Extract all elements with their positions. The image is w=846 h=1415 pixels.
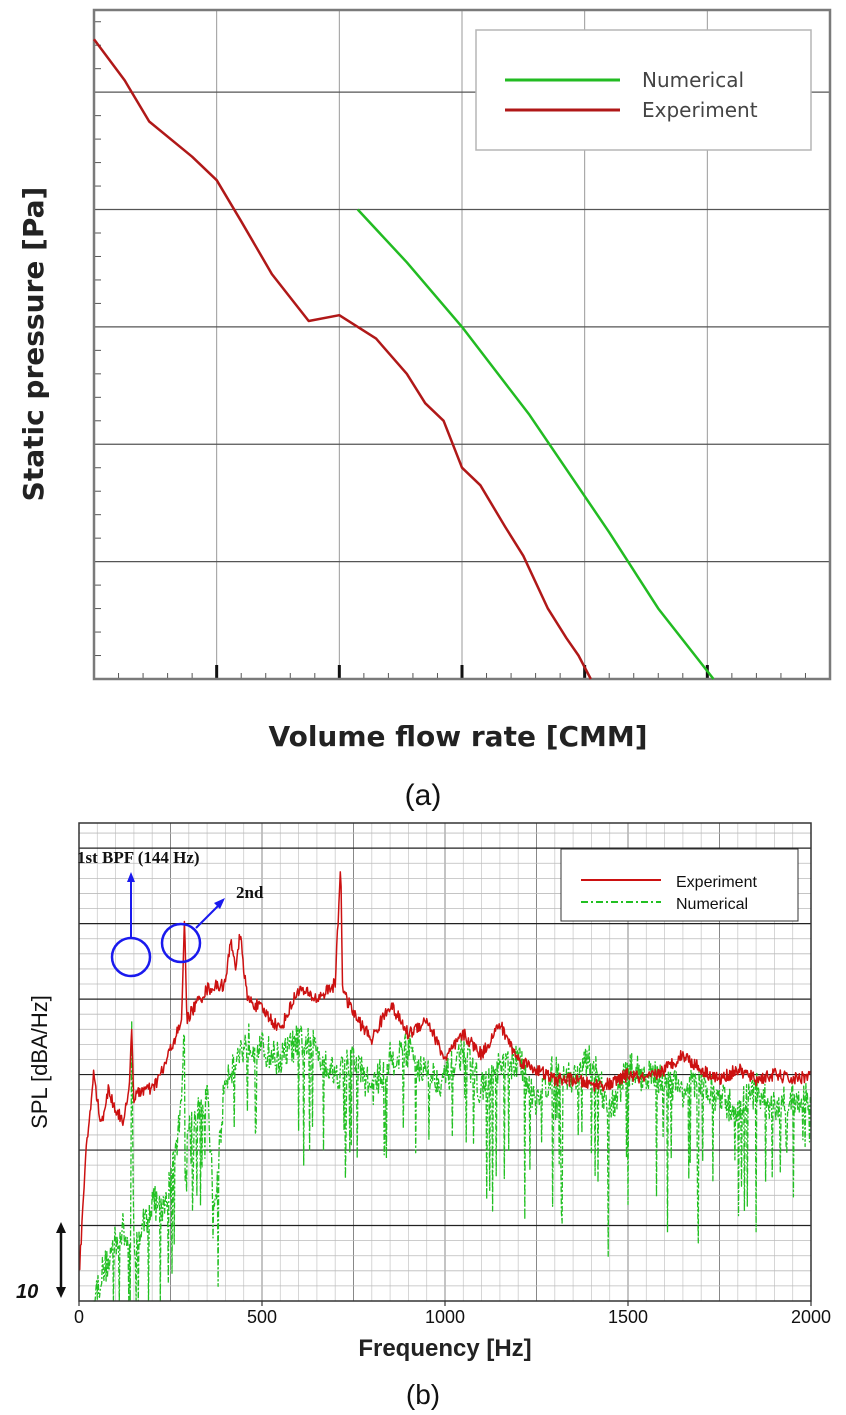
circle-2nd-bpf bbox=[160, 922, 202, 964]
series-a-experiment bbox=[92, 38, 592, 680]
series-b-experiment bbox=[78, 871, 812, 1271]
scale-bar: 10 bbox=[16, 1222, 66, 1303]
panel-label-a: (a) bbox=[405, 779, 442, 812]
legend-b-box bbox=[560, 848, 799, 922]
panel-label-b: (b) bbox=[406, 1379, 440, 1410]
annotation-1st-bpf: 1st BPF (144 Hz) bbox=[77, 848, 200, 978]
legend-a-label-numerical: Numerical bbox=[642, 68, 744, 92]
scale-bar-arrow-down bbox=[56, 1287, 66, 1298]
legend-b: Experiment Numerical bbox=[560, 848, 799, 922]
series-a-numerical bbox=[356, 208, 715, 680]
legend-a-label-experiment: Experiment bbox=[642, 98, 758, 122]
x-tick-label-b: 1000 bbox=[425, 1307, 465, 1327]
plot-b-x-ticks: 0 500 1000 1500 2000 bbox=[74, 1301, 831, 1327]
plot-a-series bbox=[92, 38, 715, 680]
x-tick-label-b: 500 bbox=[247, 1307, 277, 1327]
label-2nd-bpf: 2nd bbox=[236, 883, 264, 902]
chart-a: Numerical Experiment Volume flow rate [C… bbox=[17, 8, 832, 812]
series-b-numerical bbox=[93, 1020, 812, 1302]
arrow-2nd-bpf-shaft bbox=[195, 904, 220, 929]
arrow-2nd-bpf-head bbox=[214, 898, 225, 909]
legend-b-label-experiment: Experiment bbox=[676, 874, 757, 891]
plot-b-series bbox=[78, 871, 812, 1302]
label-1st-bpf: 1st BPF (144 Hz) bbox=[77, 848, 200, 867]
y-axis-label-b: SPL [dBA/Hz] bbox=[27, 995, 52, 1129]
chart-b: 0 500 1000 1500 2000 1st BPF (144 Hz) 2nd Ex… bbox=[16, 822, 831, 1410]
plot-a-frame bbox=[92, 8, 832, 681]
legend-b-label-numerical: Numerical bbox=[676, 896, 748, 913]
x-tick-label-b: 1500 bbox=[608, 1307, 648, 1327]
arrow-1st-bpf-head bbox=[127, 872, 135, 882]
annotation-2nd-bpf: 2nd bbox=[160, 883, 264, 964]
legend-a: Numerical Experiment bbox=[475, 29, 812, 151]
x-axis-label-a: Volume flow rate [CMM] bbox=[268, 720, 647, 753]
x-tick-label-b: 0 bbox=[74, 1307, 84, 1327]
y-axis-label-a: Static pressure [Pa] bbox=[17, 187, 50, 502]
legend-a-box bbox=[475, 29, 812, 151]
scale-bar-label: 10 bbox=[16, 1281, 38, 1303]
scale-bar-arrow-up bbox=[56, 1222, 66, 1233]
x-axis-label-b: Frequency [Hz] bbox=[358, 1335, 531, 1362]
x-tick-label-b: 2000 bbox=[791, 1307, 831, 1327]
